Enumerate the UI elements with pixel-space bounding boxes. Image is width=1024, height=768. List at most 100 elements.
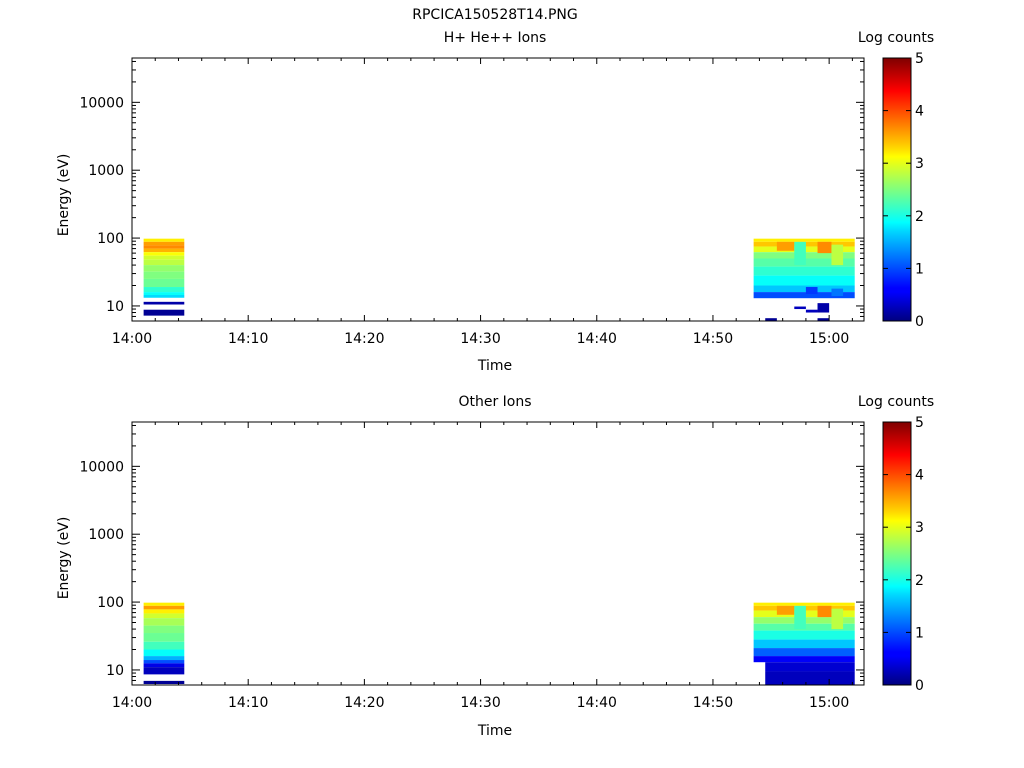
heatmap-cell <box>753 648 855 657</box>
x-tick-label: 14:40 <box>577 695 617 711</box>
colorbar-tick-label: 2 <box>915 573 924 589</box>
heatmap-cell <box>817 605 832 618</box>
heatmap-cell <box>776 241 795 251</box>
colorbar-label: Log counts <box>858 30 934 46</box>
heatmap-cell <box>143 667 185 675</box>
heatmap-cell <box>143 680 185 685</box>
heatmap-cell <box>143 605 185 610</box>
panel-other-ions: Other Ions Log counts Energy (eV) Time 1… <box>56 394 934 739</box>
x-tick-label: 14:10 <box>228 695 268 711</box>
heatmap-cell <box>143 265 185 272</box>
heatmap-cell <box>817 318 830 321</box>
y-tick-label: 100 <box>97 595 124 611</box>
heatmap-cell <box>753 630 855 640</box>
heatmap-cell <box>753 639 855 649</box>
x-tick-label: 14:20 <box>344 331 384 347</box>
x-tick-label: 14:00 <box>112 695 152 711</box>
heatmap-cell <box>753 275 855 286</box>
colorbar-tick-label: 0 <box>915 678 924 694</box>
heatmap-cell <box>143 609 185 614</box>
heatmap-cell <box>143 292 185 295</box>
heatmap-cell <box>143 309 185 316</box>
colorbar-ticks: 0 1 2 3 4 5 <box>883 51 924 330</box>
panel-h-he-ions: H+ He++ Ions Log counts Energy (eV) Time… <box>56 30 934 374</box>
heatmap-cell <box>143 238 185 242</box>
heatmap-cell <box>143 618 185 626</box>
y-tick-label: 100 <box>97 231 124 247</box>
x-tick-label: 15:00 <box>809 695 849 711</box>
y-tick-label: 10 <box>106 299 124 315</box>
heatmap-cell <box>794 306 806 310</box>
x-tick-label: 14:50 <box>693 695 733 711</box>
heatmap-cell <box>143 660 185 664</box>
colorbar-tick-label: 3 <box>915 156 924 172</box>
heatmap-cell <box>143 241 185 246</box>
colorbar-tick-label: 0 <box>915 314 924 330</box>
colorbar-gradient <box>882 57 912 322</box>
colorbar-label: Log counts <box>858 394 934 410</box>
colorbar-tick-label: 4 <box>915 468 924 484</box>
heatmap-cell <box>831 244 844 266</box>
heatmap-cell <box>143 278 185 288</box>
heatmap-cell <box>143 294 185 298</box>
heatmap-cell <box>143 248 185 253</box>
y-ticks: 10 100 1000 10000 <box>79 60 864 322</box>
colorbar-tick-label: 5 <box>915 415 924 431</box>
heatmap-cell <box>143 633 185 642</box>
colorbar-tick-label: 1 <box>915 261 924 277</box>
x-tick-label: 15:00 <box>809 331 849 347</box>
figure-title: RPCICA150528T14.PNG <box>412 7 577 23</box>
heatmap-cell <box>143 663 185 668</box>
x-ticks: 14:00 14:10 14:20 14:30 14:40 14:50 15:00 <box>112 422 853 711</box>
colorbar-tick-label: 2 <box>915 209 924 225</box>
heatmap-cell <box>753 602 855 606</box>
heatmap-cell <box>143 602 185 606</box>
cells-layer <box>143 602 855 685</box>
heatmap-cell <box>794 605 806 630</box>
x-tick-label: 14:40 <box>577 331 617 347</box>
heatmap-cell <box>143 271 185 279</box>
x-tick-label: 14:50 <box>693 331 733 347</box>
heatmap-cell <box>143 245 185 249</box>
heatmap-cell <box>143 301 185 305</box>
heatmap-cell <box>831 608 844 630</box>
x-tick-label: 14:30 <box>460 695 500 711</box>
heatmap-cell <box>143 259 185 266</box>
heatmap-cell <box>817 303 830 313</box>
heatmap-cell <box>143 255 185 260</box>
y-tick-label: 10 <box>106 663 124 679</box>
colorbar: 0 1 2 3 4 5 <box>882 415 924 694</box>
heatmap-cell <box>143 625 185 634</box>
colorbar: 0 1 2 3 4 5 <box>882 51 924 330</box>
y-axis-label: Energy (eV) <box>56 154 72 237</box>
heatmap-cell <box>753 292 855 299</box>
plot-frame <box>131 421 865 686</box>
x-axis-label: Time <box>477 358 512 374</box>
heatmap-cell <box>817 241 832 254</box>
colorbar-gradient <box>882 421 912 686</box>
cells-layer <box>143 238 855 321</box>
heatmap-cell <box>794 241 806 266</box>
heatmap-cell <box>143 656 185 661</box>
colorbar-tick-label: 1 <box>915 625 924 641</box>
y-tick-label: 1000 <box>88 163 124 179</box>
heatmap-cell <box>831 288 844 297</box>
panel-title: H+ He++ Ions <box>444 30 547 46</box>
heatmap-cell <box>143 252 185 256</box>
heatmap-cell <box>143 649 185 657</box>
colorbar-tick-label: 4 <box>915 104 924 120</box>
heatmap-cell <box>753 656 855 663</box>
x-axis-label: Time <box>477 723 512 739</box>
heatmap-cell <box>776 605 795 615</box>
y-axis-label: Energy (eV) <box>56 517 72 600</box>
x-tick-label: 14:20 <box>344 695 384 711</box>
y-tick-label: 1000 <box>88 527 124 543</box>
y-tick-label: 10000 <box>79 95 124 111</box>
y-tick-label: 10000 <box>79 459 124 475</box>
y-ticks: 10 100 1000 10000 <box>79 424 864 686</box>
heatmap-cell <box>753 238 855 242</box>
heatmap-cell <box>805 287 818 294</box>
x-ticks: 14:00 14:10 14:20 14:30 14:40 14:50 15:00 <box>112 58 853 347</box>
heatmap-cell <box>765 318 777 321</box>
